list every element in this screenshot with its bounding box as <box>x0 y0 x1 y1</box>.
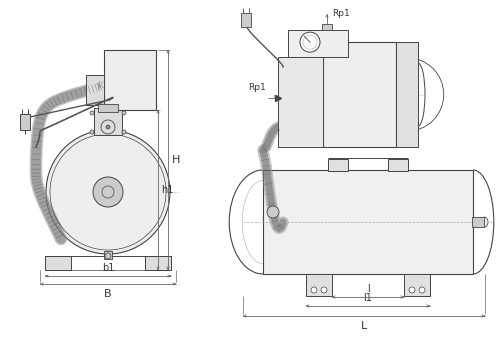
Bar <box>86 75 104 105</box>
Bar <box>288 30 348 57</box>
Bar <box>263 170 473 274</box>
Bar <box>328 159 348 171</box>
Bar <box>104 251 112 259</box>
Circle shape <box>122 111 126 115</box>
Circle shape <box>419 287 425 293</box>
Text: h1: h1 <box>161 185 173 195</box>
Bar <box>145 256 171 270</box>
Circle shape <box>106 125 110 129</box>
Text: Rp1: Rp1 <box>332 10 350 18</box>
Bar <box>241 13 251 27</box>
Circle shape <box>46 130 170 254</box>
Circle shape <box>90 130 94 134</box>
Circle shape <box>122 130 126 134</box>
Bar <box>404 274 430 296</box>
Circle shape <box>409 287 415 293</box>
Text: Rp1: Rp1 <box>248 83 266 91</box>
Bar <box>306 274 332 296</box>
Text: H: H <box>172 155 180 165</box>
Circle shape <box>300 32 320 52</box>
Circle shape <box>267 206 279 218</box>
Text: l: l <box>366 284 370 294</box>
Bar <box>104 50 156 110</box>
Bar <box>94 108 122 135</box>
Bar <box>45 256 71 270</box>
Text: l1: l1 <box>364 293 372 303</box>
Bar <box>322 24 332 30</box>
Bar <box>20 114 30 130</box>
Text: B: B <box>104 289 112 299</box>
Bar <box>472 217 484 227</box>
Bar <box>98 104 118 112</box>
Text: L: L <box>361 321 367 331</box>
Bar <box>278 57 323 147</box>
Circle shape <box>93 177 123 207</box>
Circle shape <box>90 111 94 115</box>
Bar <box>396 42 418 147</box>
Bar <box>388 159 408 171</box>
Circle shape <box>311 287 317 293</box>
Circle shape <box>321 287 327 293</box>
Bar <box>323 42 396 147</box>
Text: b1: b1 <box>102 263 114 273</box>
